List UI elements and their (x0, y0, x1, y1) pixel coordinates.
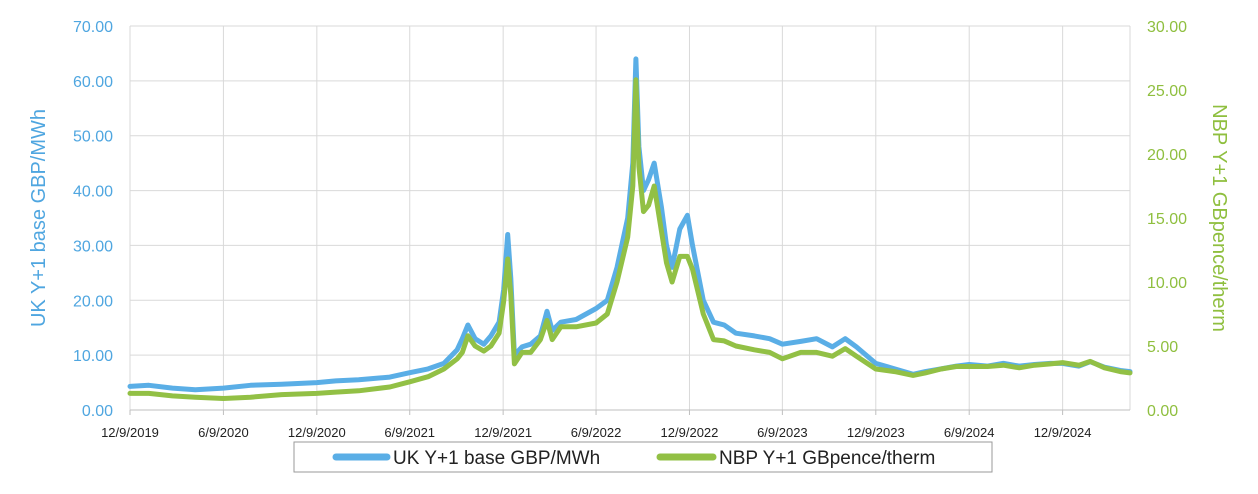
y-left-axis-title: UK Y+1 base GBP/MWh (28, 109, 50, 327)
y-right-axis-title: NBP Y+1 GBpence/therm (1208, 104, 1230, 332)
y-right-tick-label: 10.00 (1147, 275, 1187, 292)
x-tick-label: 12/9/2019 (101, 425, 159, 440)
y-left-tick-label: 30.00 (73, 238, 113, 255)
series-layer (127, 56, 1133, 401)
y-right-tick-label: 30.00 (1147, 19, 1187, 36)
x-tick-label: 6/9/2020 (198, 425, 249, 440)
x-tick-label: 12/9/2024 (1034, 425, 1092, 440)
y-right-tick-label: 25.00 (1147, 83, 1187, 100)
x-tick-label: 12/9/2021 (474, 425, 532, 440)
x-axis: 12/9/2019 6/9/2020 12/9/2020 6/9/2021 12/9/2… (101, 409, 1130, 440)
x-tick-label: 6/9/2022 (571, 425, 622, 440)
y-right-tick-label: 20.00 (1147, 147, 1187, 164)
series-line-nbp-gas (127, 77, 1133, 401)
y-left-tick-label: 60.00 (73, 74, 113, 91)
y-left-tick-label: 20.00 (73, 293, 113, 310)
y-left-tick-label: 50.00 (73, 129, 113, 146)
y-left-tick-label: 40.00 (73, 184, 113, 201)
x-tick-label: 6/9/2024 (944, 425, 995, 440)
x-tick-label: 12/9/2022 (661, 425, 719, 440)
y-right-axis: 0.00 5.00 10.00 15.00 20.00 25.00 30.00 (1147, 19, 1187, 420)
y-left-tick-label: 70.00 (73, 19, 113, 36)
y-left-axis: 0.00 10.00 20.00 30.00 40.00 50.00 60.00 70.00 (73, 19, 113, 420)
x-tick-label: 12/9/2020 (288, 425, 346, 440)
x-tick-label: 6/9/2023 (757, 425, 808, 440)
y-left-tick-label: 0.00 (82, 403, 113, 420)
y-right-tick-label: 15.00 (1147, 211, 1187, 228)
legend-label-nbp: NBP Y+1 GBpence/therm (719, 448, 935, 469)
y-right-tick-label: 0.00 (1147, 403, 1178, 420)
y-right-tick-label: 5.00 (1147, 339, 1178, 356)
x-tick-label: 6/9/2021 (384, 425, 435, 440)
legend-label-uk: UK Y+1 base GBP/MWh (393, 448, 600, 469)
y-left-tick-label: 10.00 (73, 348, 113, 365)
x-tick-label: 12/9/2023 (847, 425, 905, 440)
legend: UK Y+1 base GBP/MWh NBP Y+1 GBpence/ther… (293, 441, 993, 473)
legend-box (293, 441, 993, 473)
